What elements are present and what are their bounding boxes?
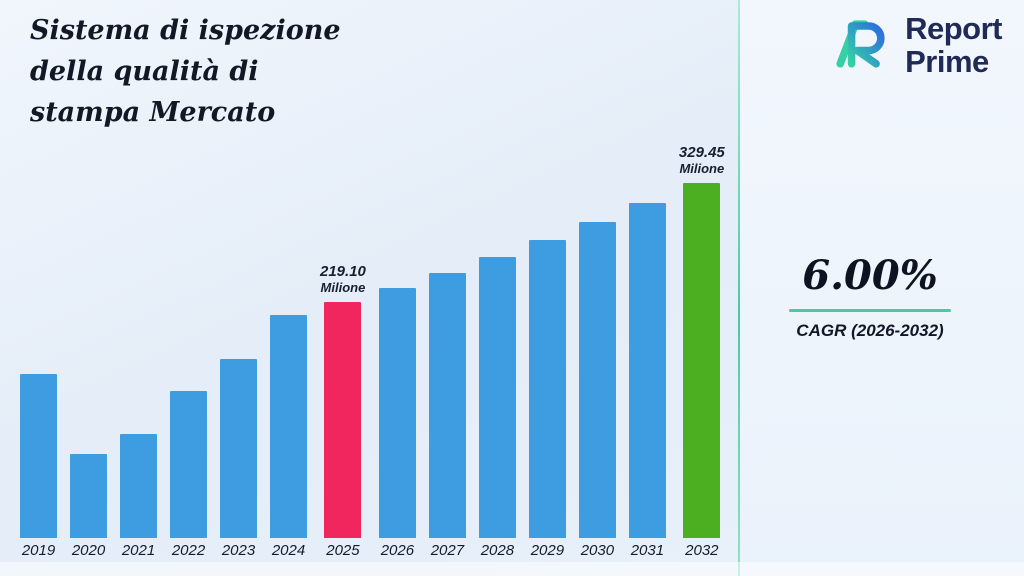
bar-2030 [578, 222, 616, 538]
bar-2022 [170, 391, 207, 538]
report-prime-logo-icon [827, 14, 895, 77]
bar-2031 [628, 203, 666, 538]
vertical-divider [738, 0, 740, 576]
bar-column-2025: 219.10 Milione 2025 [320, 264, 366, 562]
bar-column-2020: 2020 [70, 454, 107, 562]
cagr-underline [789, 309, 951, 312]
footer-strip [0, 562, 1024, 576]
data-label-2025: 219.10 Milione [320, 263, 366, 296]
x-tick-2021: 2021 [121, 542, 156, 559]
bar-2019 [20, 374, 57, 538]
bar-2026 [378, 288, 416, 538]
x-tick-2028: 2028 [480, 542, 515, 559]
x-tick-2022: 2022 [171, 542, 206, 559]
x-tick-2026: 2026 [380, 542, 415, 559]
brand-logo: Report Prime [827, 12, 1002, 78]
bar-2028 [478, 257, 516, 538]
x-tick-2023: 2023 [221, 542, 256, 559]
bar-2020 [70, 454, 107, 538]
x-tick-2020: 2020 [71, 542, 106, 559]
bar-column-2021: 2021 [120, 434, 157, 562]
bar-column-2027: 2027 [428, 273, 466, 562]
cagr-value: 6.00% [802, 252, 938, 299]
bar-2024 [270, 315, 307, 538]
bar-2023 [220, 359, 257, 538]
bar-2021 [120, 434, 157, 538]
x-tick-2029: 2029 [530, 542, 565, 559]
bar-column-2024: 2024 [270, 315, 307, 562]
bar-column-2026: 2026 [378, 288, 416, 562]
cagr-block: 6.00% CAGR (2026-2032) [745, 252, 995, 341]
x-tick-2024: 2024 [271, 542, 306, 559]
brand-name-line1: Report [905, 11, 1002, 46]
bar-column-2023: 2023 [220, 359, 257, 562]
bar-column-2028: 2028 [478, 257, 516, 562]
bar-column-2022: 2022 [170, 391, 207, 562]
brand-name-line2: Prime [905, 44, 989, 79]
x-tick-2031: 2031 [630, 542, 665, 559]
bar-column-2029: 2029 [528, 240, 566, 562]
bar-chart: 2019 2020 2021 2022 2023 2024 219.10 Milione 202… [20, 145, 725, 562]
x-tick-2032: 2032 [685, 542, 719, 559]
bar-column-2030: 2030 [578, 222, 616, 562]
x-tick-2025: 2025 [326, 542, 360, 559]
x-tick-2027: 2027 [430, 542, 465, 559]
right-panel-background [740, 0, 1024, 576]
bar-2027 [428, 273, 466, 538]
data-label-2032: 329.45 Milione [678, 144, 725, 177]
bar-column-2019: 2019 [20, 374, 57, 562]
bar-2029 [528, 240, 566, 538]
x-tick-2030: 2030 [580, 542, 615, 559]
brand-name: Report Prime [905, 12, 1002, 78]
bar-column-2031: 2031 [628, 203, 666, 562]
bar-column-2032: 329.45 Milione 2032 [679, 145, 725, 562]
x-tick-2019: 2019 [21, 542, 56, 559]
bar-2032 [683, 183, 721, 538]
page-title: Sistema di ispezione della qualità di st… [30, 15, 341, 128]
cagr-label: CAGR (2026-2032) [796, 321, 944, 340]
bar-2025 [324, 302, 362, 538]
